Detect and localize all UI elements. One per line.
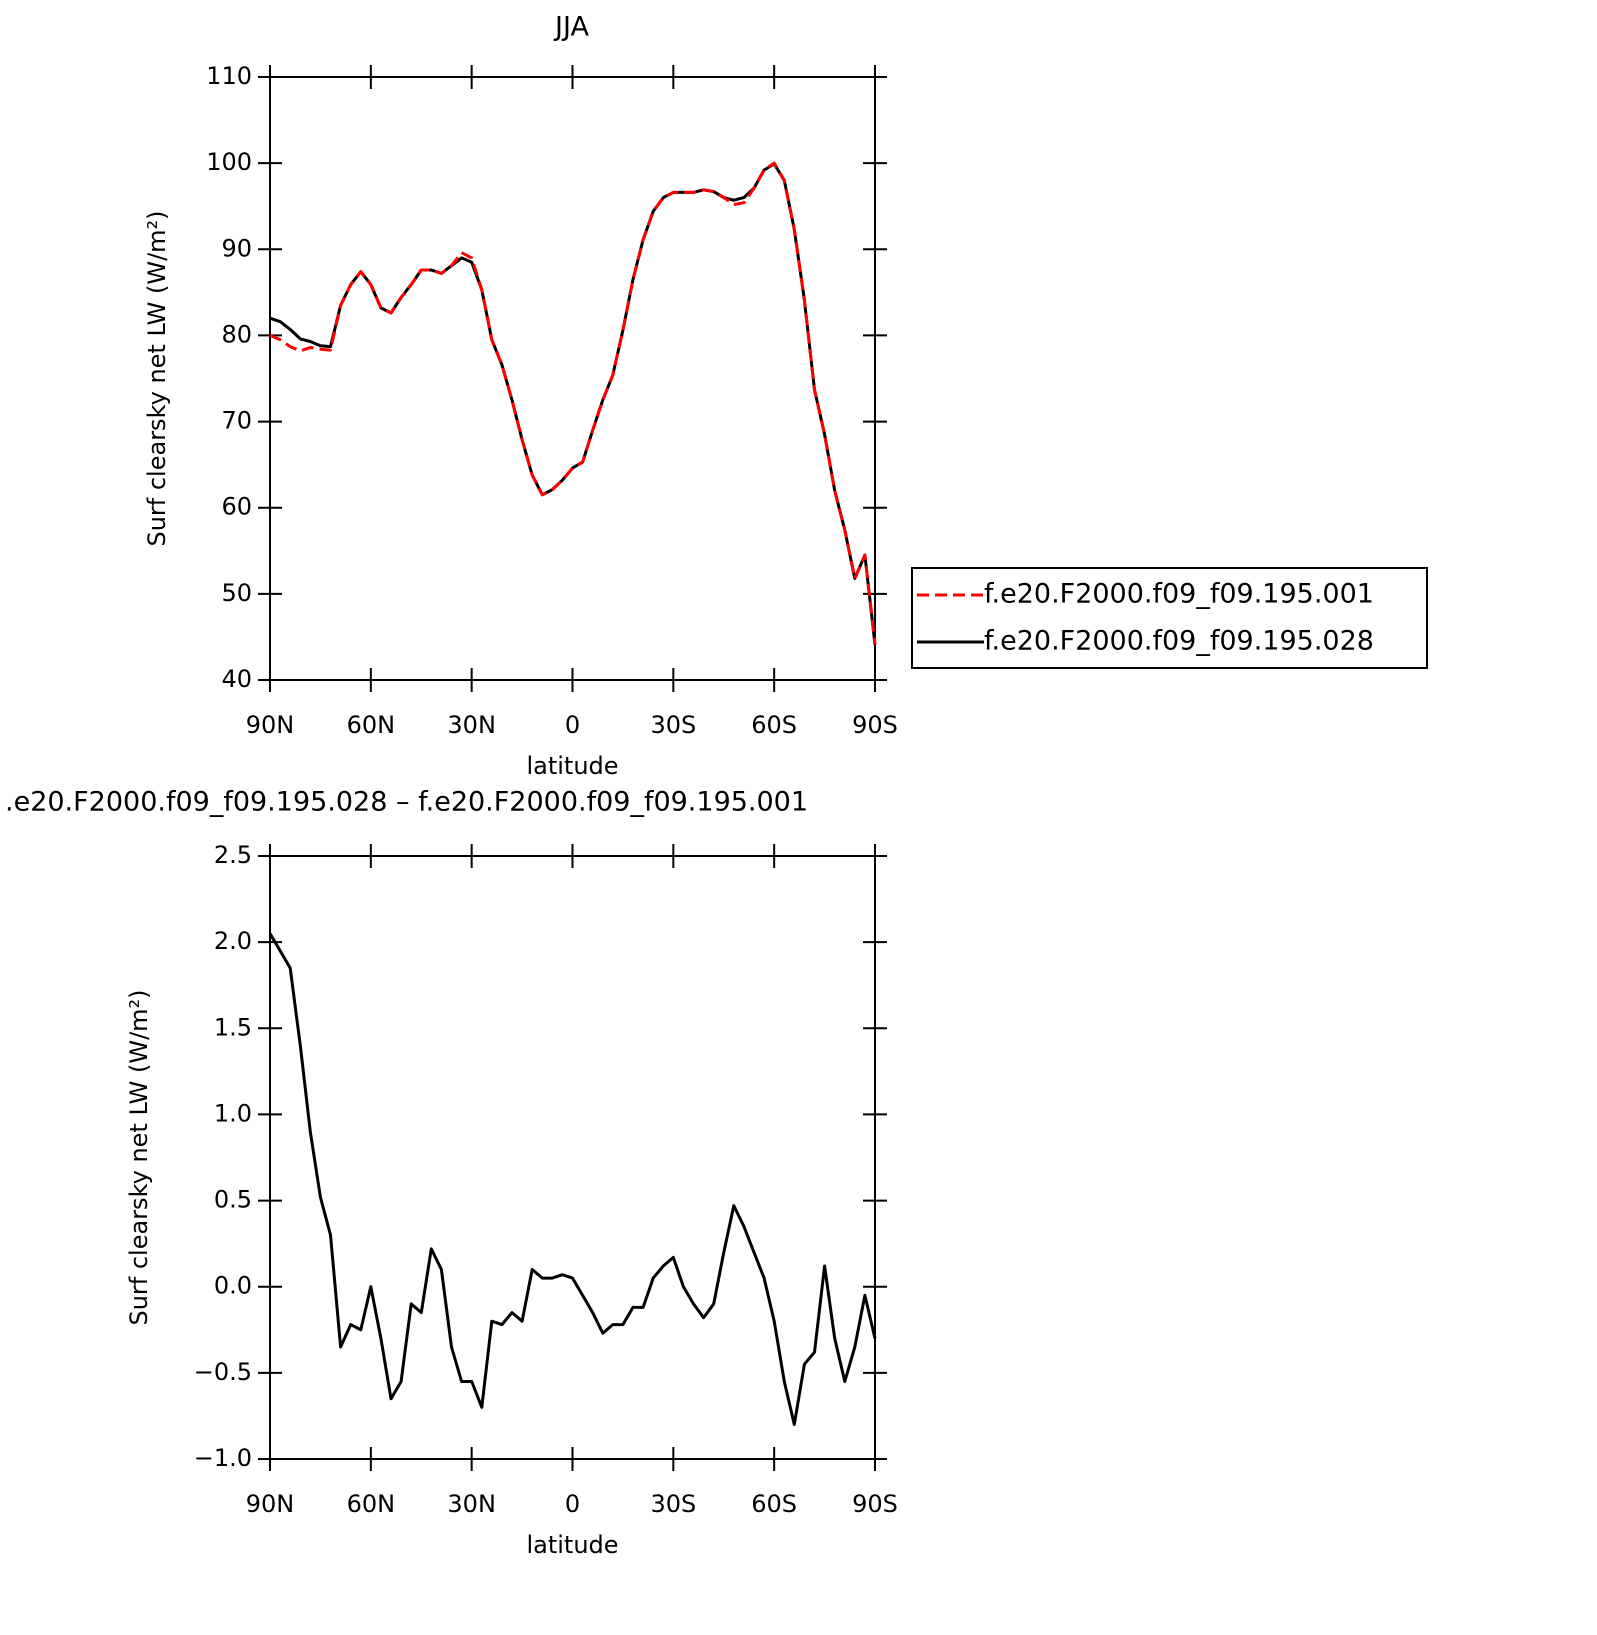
x-tick-label: 90N [246, 711, 295, 739]
y-tick-label: 0.5 [214, 1186, 252, 1214]
data-line [269, 162, 877, 645]
x-tick-label: 30S [650, 711, 696, 739]
legend-label: f.e20.F2000.f09_f09.195.028 [984, 626, 1374, 657]
y-tick-label: 80 [221, 320, 252, 348]
y-tick-label: 110 [206, 62, 252, 90]
y-tick-label: −0.5 [194, 1358, 252, 1386]
data-line [269, 161, 877, 645]
y-tick-label: 1.0 [214, 1099, 252, 1127]
y-axis-label: Surf clearsky net LW (W/m²) [143, 210, 171, 546]
x-tick-label: 30S [650, 1490, 696, 1518]
x-tick-label: 60N [347, 1490, 396, 1518]
x-axis-label: latitude [526, 752, 618, 780]
y-tick-label: 90 [221, 234, 252, 262]
x-tick-label: 30N [447, 711, 496, 739]
y-tick-label: 2.5 [214, 841, 252, 869]
plot-frame [269, 855, 876, 1460]
plot-frame [269, 76, 876, 681]
y-tick-label: −1.0 [194, 1444, 252, 1472]
y-tick-label: 50 [221, 579, 252, 607]
x-tick-label: 30N [447, 1490, 496, 1518]
x-tick-label: 60S [751, 711, 797, 739]
chart-title: .e20.F2000.f09_f09.195.028 – f.e20.F2000… [5, 787, 808, 818]
x-tick-label: 90S [852, 711, 898, 739]
x-axis-label: latitude [526, 1531, 618, 1559]
x-tick-label: 0 [565, 1490, 580, 1518]
y-axis-label: Surf clearsky net LW (W/m²) [125, 989, 153, 1325]
y-tick-label: 70 [221, 407, 252, 435]
x-tick-label: 90N [246, 1490, 295, 1518]
chart-title: JJA [553, 12, 589, 43]
y-tick-label: 0.0 [214, 1272, 252, 1300]
legend-label: f.e20.F2000.f09_f09.195.001 [984, 579, 1374, 610]
y-tick-label: 2.0 [214, 927, 252, 955]
data-line [268, 932, 877, 1426]
x-tick-label: 60N [347, 711, 396, 739]
x-tick-label: 90S [852, 1490, 898, 1518]
y-tick-label: 100 [206, 148, 252, 176]
y-tick-label: 60 [221, 493, 252, 521]
legend-box [911, 567, 1428, 669]
x-tick-label: 0 [565, 711, 580, 739]
y-tick-label: 40 [221, 665, 252, 693]
x-tick-label: 60S [751, 1490, 797, 1518]
y-tick-label: 1.5 [214, 1013, 252, 1041]
